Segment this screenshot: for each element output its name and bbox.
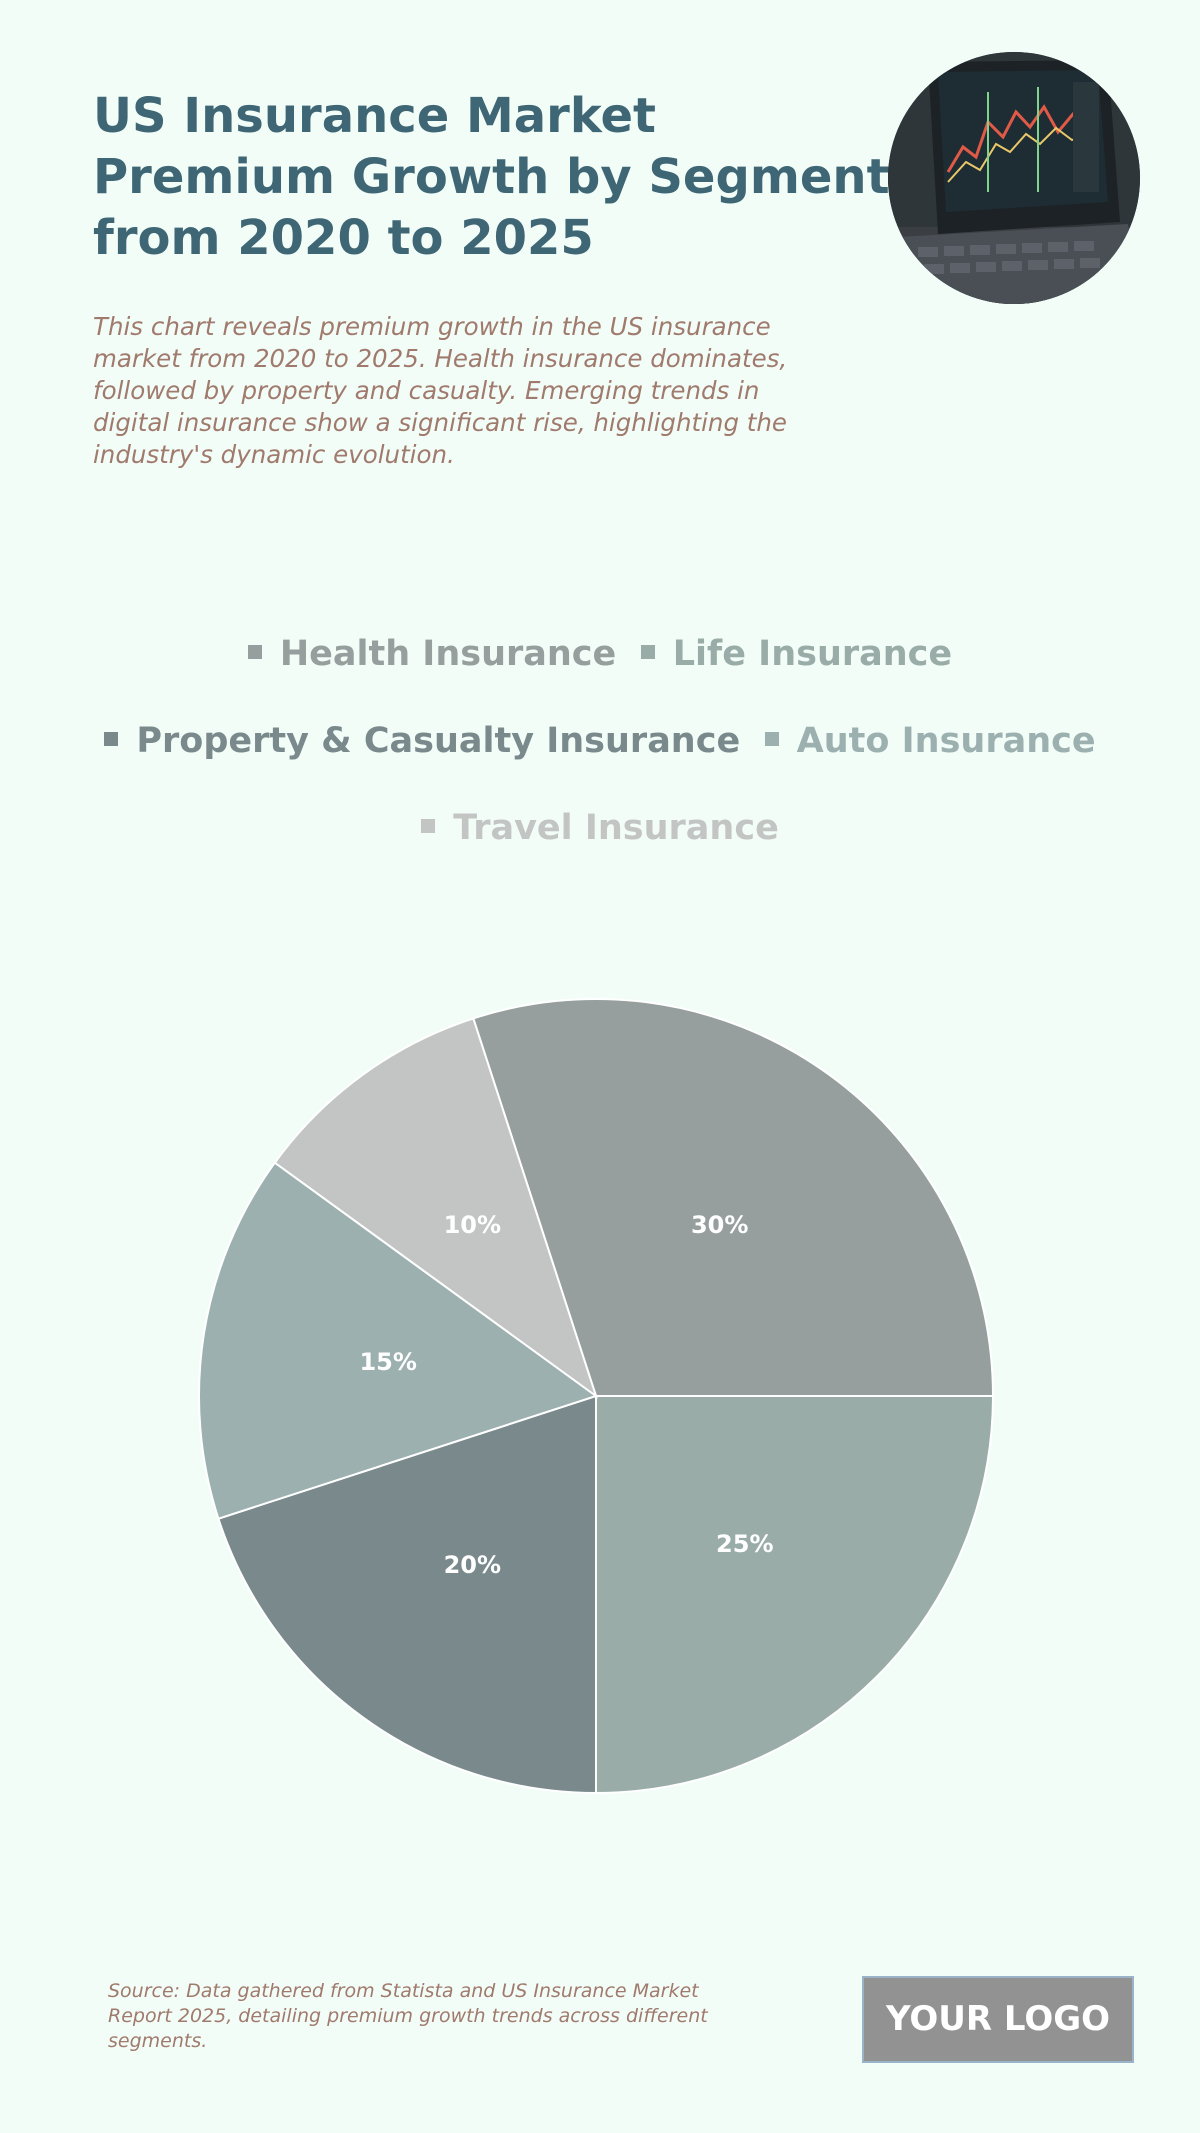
legend-row-1: Health Insurance Life Insurance	[60, 620, 1140, 707]
legend-swatch-auto-insurance	[764, 732, 779, 746]
legend-item-life-insurance: Life Insurance	[640, 620, 953, 688]
pie-label-property-casualty-insurance: 20%	[444, 1551, 501, 1579]
legend-label-life-insurance: Life Insurance	[672, 634, 953, 674]
legend-label-auto-insurance: Auto Insurance	[796, 721, 1096, 761]
legend-label-travel-insurance: Travel Insurance	[453, 808, 779, 848]
legend-swatch-property-casualty-insurance	[104, 732, 119, 746]
pie-slice-auto-insurance	[198, 1161, 599, 1520]
laptop-trading-photo	[888, 52, 1140, 304]
pie-label-auto-insurance: 15%	[359, 1348, 416, 1376]
pie-label-life-insurance: 25%	[716, 1530, 773, 1558]
legend-row-2: Property & Casualty Insurance Auto Insur…	[60, 707, 1140, 794]
legend-swatch-health-insurance	[247, 645, 262, 659]
pie-slice-property-casualty-insurance	[217, 1394, 597, 1795]
pie-slice-travel-insurance	[273, 1017, 598, 1399]
chart-title: US Insurance Market Premium Growth by Se…	[93, 88, 890, 266]
legend-row-3: Travel Insurance	[60, 794, 1140, 881]
legend-swatch-travel-insurance	[421, 819, 436, 833]
pie-slice-life-insurance	[595, 1395, 995, 1795]
chart-legend: Health Insurance Life Insurance Property…	[60, 620, 1140, 881]
legend-item-auto-insurance: Auto Insurance	[764, 707, 1096, 775]
pie-label-travel-insurance: 10%	[444, 1211, 501, 1239]
pie-label-health-insurance: 30%	[691, 1211, 748, 1239]
logo-placeholder: YOUR LOGO	[862, 1976, 1134, 2063]
legend-swatch-life-insurance	[640, 645, 655, 659]
legend-label-property-casualty-insurance: Property & Casualty Insurance	[136, 721, 741, 761]
source-note: Source: Data gathered from Statista and …	[108, 1980, 708, 2052]
legend-item-property-casualty-insurance: Property & Casualty Insurance	[104, 707, 740, 775]
legend-item-travel-insurance: Travel Insurance	[421, 794, 779, 862]
pie-slice-health-insurance	[472, 998, 995, 1397]
legend-item-health-insurance: Health Insurance	[247, 620, 617, 688]
legend-label-health-insurance: Health Insurance	[279, 634, 617, 674]
chart-subtitle: This chart reveals premium growth in the…	[93, 312, 788, 469]
